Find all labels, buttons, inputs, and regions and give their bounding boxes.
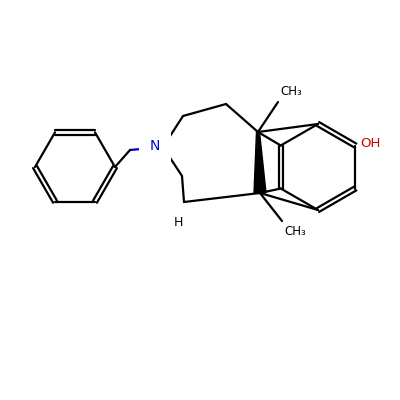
Polygon shape xyxy=(254,132,266,193)
Text: OH: OH xyxy=(360,137,381,150)
Text: N: N xyxy=(150,139,160,153)
Text: CH₃: CH₃ xyxy=(284,225,306,238)
Text: CH₃: CH₃ xyxy=(280,85,302,98)
Text: H: H xyxy=(173,216,183,229)
